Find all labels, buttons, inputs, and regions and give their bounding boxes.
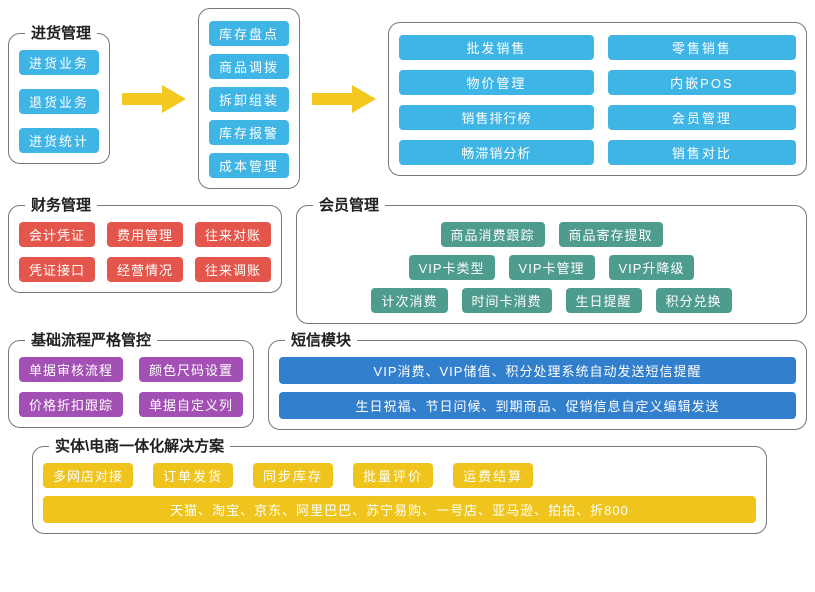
- panel-member-title: 会员管理: [313, 194, 385, 215]
- pill-mem-r2-0: VIP卡类型: [409, 255, 495, 280]
- panel-member: 会员管理 商品消费跟踪 商品寄存提取 VIP卡类型 VIP卡管理 VIP升降级 …: [296, 205, 807, 324]
- pill-purchase-0: 进货业务: [19, 50, 99, 75]
- panel-sms: 短信模块 VIP消费、VIP储值、积分处理系统自动发送短信提醒 生日祝福、节日问…: [268, 340, 807, 430]
- pill-mem-r1-1: 商品寄存提取: [559, 222, 663, 247]
- pill-fin-5: 往来调账: [195, 257, 271, 282]
- pill-ecom-1: 订单发货: [153, 463, 233, 488]
- pill-fin-0: 会计凭证: [19, 222, 95, 247]
- pill-mem-r3-0: 计次消费: [371, 288, 447, 313]
- panel-purchase-title: 进货管理: [25, 22, 97, 43]
- pill-mem-r3-2: 生日提醒: [566, 288, 642, 313]
- pill-mem-r2-2: VIP升降级: [609, 255, 695, 280]
- pill-fin-3: 凭证接口: [19, 257, 95, 282]
- panel-purchase-items: 进货业务 退货业务 进货统计: [19, 50, 99, 153]
- panel-process: 基础流程严格管控 单据审核流程 颜色尺码设置 价格折扣跟踪 单据自定义列: [8, 340, 254, 428]
- pill-fin-1: 费用管理: [107, 222, 183, 247]
- arrow-2: [306, 81, 382, 117]
- panel-inventory: 库存盘点 商品调拨 拆卸组装 库存报警 成本管理: [198, 8, 300, 189]
- pill-sales-l2: 销售排行榜: [399, 105, 594, 130]
- pill-proc-3: 单据自定义列: [139, 392, 243, 417]
- pill-sales-r2: 会员管理: [608, 105, 796, 130]
- panel-sales-grid: 批发销售 零售销售 物价管理 内嵌POS 销售排行榜 会员管理 畅滞销分析 销售…: [399, 35, 796, 165]
- pill-sales-r0: 零售销售: [608, 35, 796, 60]
- pill-ecom-4: 运费结算: [453, 463, 533, 488]
- member-row3: 计次消费 时间卡消费 生日提醒 积分兑换: [307, 288, 796, 313]
- pill-inv-3: 库存报警: [209, 120, 289, 145]
- ecom-line: 天猫、淘宝、京东、阿里巴巴、苏宁易购、一号店、亚马逊、拍拍、折800: [43, 496, 756, 523]
- pill-sales-r3: 销售对比: [608, 140, 796, 165]
- pill-mem-r3-1: 时间卡消费: [462, 288, 552, 313]
- panel-member-rows: 商品消费跟踪 商品寄存提取 VIP卡类型 VIP卡管理 VIP升降级 计次消费 …: [307, 222, 796, 313]
- pill-proc-0: 单据审核流程: [19, 357, 123, 382]
- mid-row: 财务管理 会计凭证 费用管理 往来对账 凭证接口 经营情况 往来调账 会员管理 …: [8, 205, 807, 324]
- pill-inv-0: 库存盘点: [209, 21, 289, 46]
- sms-line-1: 生日祝福、节日问候、到期商品、促销信息自定义编辑发送: [279, 392, 796, 419]
- panel-inventory-items: 库存盘点 商品调拨 拆卸组装 库存报警 成本管理: [209, 21, 289, 178]
- arrow-1: [116, 81, 192, 117]
- panel-sms-lines: VIP消费、VIP储值、积分处理系统自动发送短信提醒 生日祝福、节日问候、到期商…: [279, 357, 796, 419]
- pill-purchase-2: 进货统计: [19, 128, 99, 153]
- pill-mem-r2-1: VIP卡管理: [509, 255, 595, 280]
- panel-process-grid: 单据审核流程 颜色尺码设置 价格折扣跟踪 单据自定义列: [19, 357, 243, 417]
- panel-finance: 财务管理 会计凭证 费用管理 往来对账 凭证接口 经营情况 往来调账: [8, 205, 282, 293]
- top-row: 进货管理 进货业务 退货业务 进货统计 库存盘点 商品调拨 拆卸组装 库存报警 …: [8, 8, 807, 189]
- pill-mem-r1-0: 商品消费跟踪: [441, 222, 545, 247]
- pill-fin-4: 经营情况: [107, 257, 183, 282]
- pill-sales-l1: 物价管理: [399, 70, 594, 95]
- panel-ecommerce: 实体\电商一体化解决方案 多网店对接 订单发货 同步库存 批量评价 运费结算 天…: [32, 446, 767, 534]
- pill-ecom-0: 多网店对接: [43, 463, 133, 488]
- pill-ecom-2: 同步库存: [253, 463, 333, 488]
- pill-inv-2: 拆卸组装: [209, 87, 289, 112]
- pill-sales-l0: 批发销售: [399, 35, 594, 60]
- member-row1: 商品消费跟踪 商品寄存提取: [307, 222, 796, 247]
- panel-finance-grid: 会计凭证 费用管理 往来对账 凭证接口 经营情况 往来调账: [19, 222, 271, 282]
- pill-inv-4: 成本管理: [209, 153, 289, 178]
- sms-line-0: VIP消费、VIP储值、积分处理系统自动发送短信提醒: [279, 357, 796, 384]
- panel-finance-title: 财务管理: [25, 194, 97, 215]
- ecom-row1: 多网店对接 订单发货 同步库存 批量评价 运费结算: [43, 463, 756, 488]
- pill-ecom-3: 批量评价: [353, 463, 433, 488]
- pill-proc-1: 颜色尺码设置: [139, 357, 243, 382]
- pill-sales-l3: 畅滞销分析: [399, 140, 594, 165]
- panel-process-title: 基础流程严格管控: [25, 329, 157, 350]
- pill-inv-1: 商品调拨: [209, 54, 289, 79]
- panel-ecommerce-body: 多网店对接 订单发货 同步库存 批量评价 运费结算 天猫、淘宝、京东、阿里巴巴、…: [43, 463, 756, 523]
- pill-mem-r3-3: 积分兑换: [656, 288, 732, 313]
- lower-row: 基础流程严格管控 单据审核流程 颜色尺码设置 价格折扣跟踪 单据自定义列 短信模…: [8, 340, 807, 430]
- panel-ecommerce-title: 实体\电商一体化解决方案: [49, 435, 230, 456]
- pill-sales-r1: 内嵌POS: [608, 70, 796, 95]
- member-row2: VIP卡类型 VIP卡管理 VIP升降级: [307, 255, 796, 280]
- panel-sms-title: 短信模块: [285, 329, 357, 350]
- pill-proc-2: 价格折扣跟踪: [19, 392, 123, 417]
- pill-fin-2: 往来对账: [195, 222, 271, 247]
- panel-purchase: 进货管理 进货业务 退货业务 进货统计: [8, 33, 110, 164]
- pill-purchase-1: 退货业务: [19, 89, 99, 114]
- panel-sales: 批发销售 零售销售 物价管理 内嵌POS 销售排行榜 会员管理 畅滞销分析 销售…: [388, 22, 807, 176]
